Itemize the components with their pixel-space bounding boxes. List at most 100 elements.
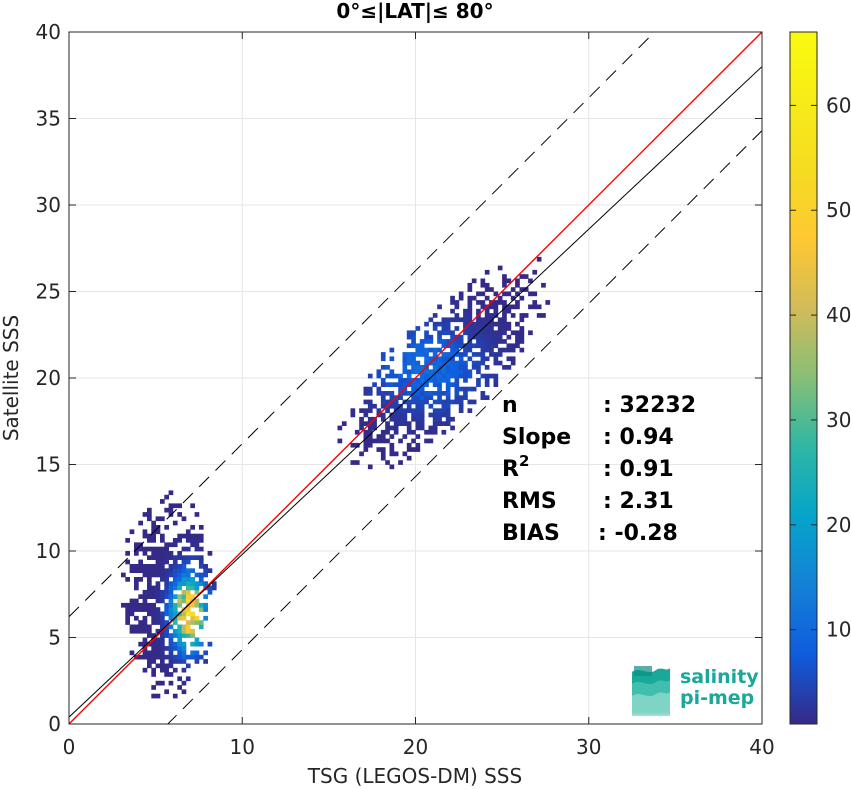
heatmap-cell: [445, 399, 451, 405]
heatmap-cell: [415, 382, 421, 387]
heatmap-cell: [367, 425, 373, 431]
heatmap-cell: [151, 555, 156, 560]
heatmap-cell: [147, 594, 152, 599]
heatmap-cell: [476, 343, 481, 349]
heatmap-cell: [424, 347, 429, 353]
heatmap-cell: [497, 330, 503, 336]
heatmap-cell: [502, 326, 507, 331]
heatmap-cell: [385, 382, 390, 387]
heatmap-cell: [393, 373, 399, 379]
heatmap-cell: [376, 391, 382, 396]
heatmap-cell: [411, 429, 416, 435]
heatmap-cell: [389, 369, 395, 375]
heatmap-cell: [147, 628, 152, 634]
heatmap-cell: [190, 628, 195, 634]
heatmap-cell: [506, 278, 512, 284]
heatmap-cell: [471, 360, 477, 366]
heatmap-cell: [164, 585, 169, 591]
heatmap-cell: [155, 529, 161, 535]
heatmap-cell: [419, 412, 425, 418]
heatmap-cell: [172, 568, 178, 573]
heatmap-cell: [376, 386, 382, 392]
heatmap-cell: [497, 326, 503, 331]
heatmap-cell: [385, 373, 390, 379]
heatmap-cell: [168, 598, 174, 604]
heatmap-cell: [489, 326, 494, 331]
heatmap-cell: [402, 416, 408, 422]
heatmap-cell: [160, 667, 165, 673]
heatmap-cell: [519, 274, 525, 279]
heatmap-cell: [463, 386, 468, 392]
heatmap-cell: [160, 551, 165, 556]
heatmap-cell: [194, 512, 200, 517]
heatmap-cell: [160, 577, 165, 582]
x-axis-label: TSG (LEGOS-DM) SSS: [307, 764, 522, 788]
heatmap-cell: [142, 568, 148, 573]
heatmap-cell: [458, 386, 464, 392]
heatmap-cell: [138, 577, 143, 582]
heatmap-cell: [172, 559, 178, 565]
heatmap-cell: [134, 628, 139, 634]
heatmap-cell: [441, 399, 447, 405]
heatmap-cell: [484, 308, 490, 314]
heatmap-cell: [181, 659, 187, 664]
heatmap-cell: [406, 391, 412, 396]
heatmap-cell: [506, 347, 512, 353]
heatmap-cell: [497, 317, 503, 323]
heatmap-cell: [441, 365, 447, 370]
heatmap-cell: [467, 347, 473, 353]
heatmap-cell: [411, 382, 416, 387]
heatmap-cell: [160, 680, 165, 686]
heatmap-cell: [147, 507, 152, 513]
heatmap-cell: [181, 598, 187, 604]
heatmap-cell: [458, 339, 464, 344]
heatmap-cell: [467, 326, 473, 331]
heatmap-cell: [484, 382, 490, 387]
heatmap-cell: [411, 356, 416, 362]
heatmap-cell: [450, 416, 455, 422]
heatmap-cell: [380, 382, 386, 387]
heatmap-cell: [441, 421, 447, 426]
heatmap-cell: [463, 369, 468, 375]
heatmap-cell: [467, 300, 473, 305]
heatmap-cell: [177, 598, 182, 604]
heatmap-cell: [177, 503, 182, 509]
heatmap-cell: [147, 546, 152, 552]
heatmap-cell: [493, 352, 499, 357]
heatmap-cell: [389, 451, 395, 457]
heatmap-cell: [359, 416, 364, 422]
heatmap-cell: [450, 295, 455, 301]
heatmap-cell: [471, 295, 477, 301]
heatmap-cell: [172, 620, 178, 625]
heatmap-cell: [428, 429, 434, 435]
heatmap-cell: [190, 594, 195, 599]
heatmap-cell: [467, 399, 473, 405]
heatmap-cell: [437, 416, 442, 422]
heatmap-cell: [168, 503, 174, 509]
heatmap-cell: [147, 533, 152, 539]
heatmap-cell: [181, 555, 187, 560]
heatmap-cell: [471, 321, 477, 327]
heatmap-cell: [151, 646, 156, 651]
heatmap-cell: [155, 641, 161, 647]
heatmap-cell: [164, 572, 169, 578]
heatmap-cell: [467, 304, 473, 310]
heatmap-cell: [177, 641, 182, 647]
heatmap-cell: [367, 429, 373, 435]
heatmap-cell: [168, 624, 174, 630]
heatmap-cell: [515, 339, 520, 344]
heatmap-cell: [172, 633, 178, 638]
heatmap-cell: [190, 577, 195, 582]
heatmap-cell: [172, 667, 178, 673]
heatmap-cell: [497, 334, 503, 340]
heatmap-cell: [528, 291, 533, 297]
heatmap-cell: [406, 373, 412, 379]
heatmap-cell: [164, 633, 169, 638]
heatmap-cell: [129, 568, 135, 573]
heatmap-cell: [411, 343, 416, 349]
heatmap-cell: [376, 438, 382, 444]
heatmap-cell: [129, 628, 135, 634]
heatmap-cell: [181, 624, 187, 630]
heatmap-cell: [415, 391, 421, 396]
heatmap-cell: [402, 434, 408, 439]
